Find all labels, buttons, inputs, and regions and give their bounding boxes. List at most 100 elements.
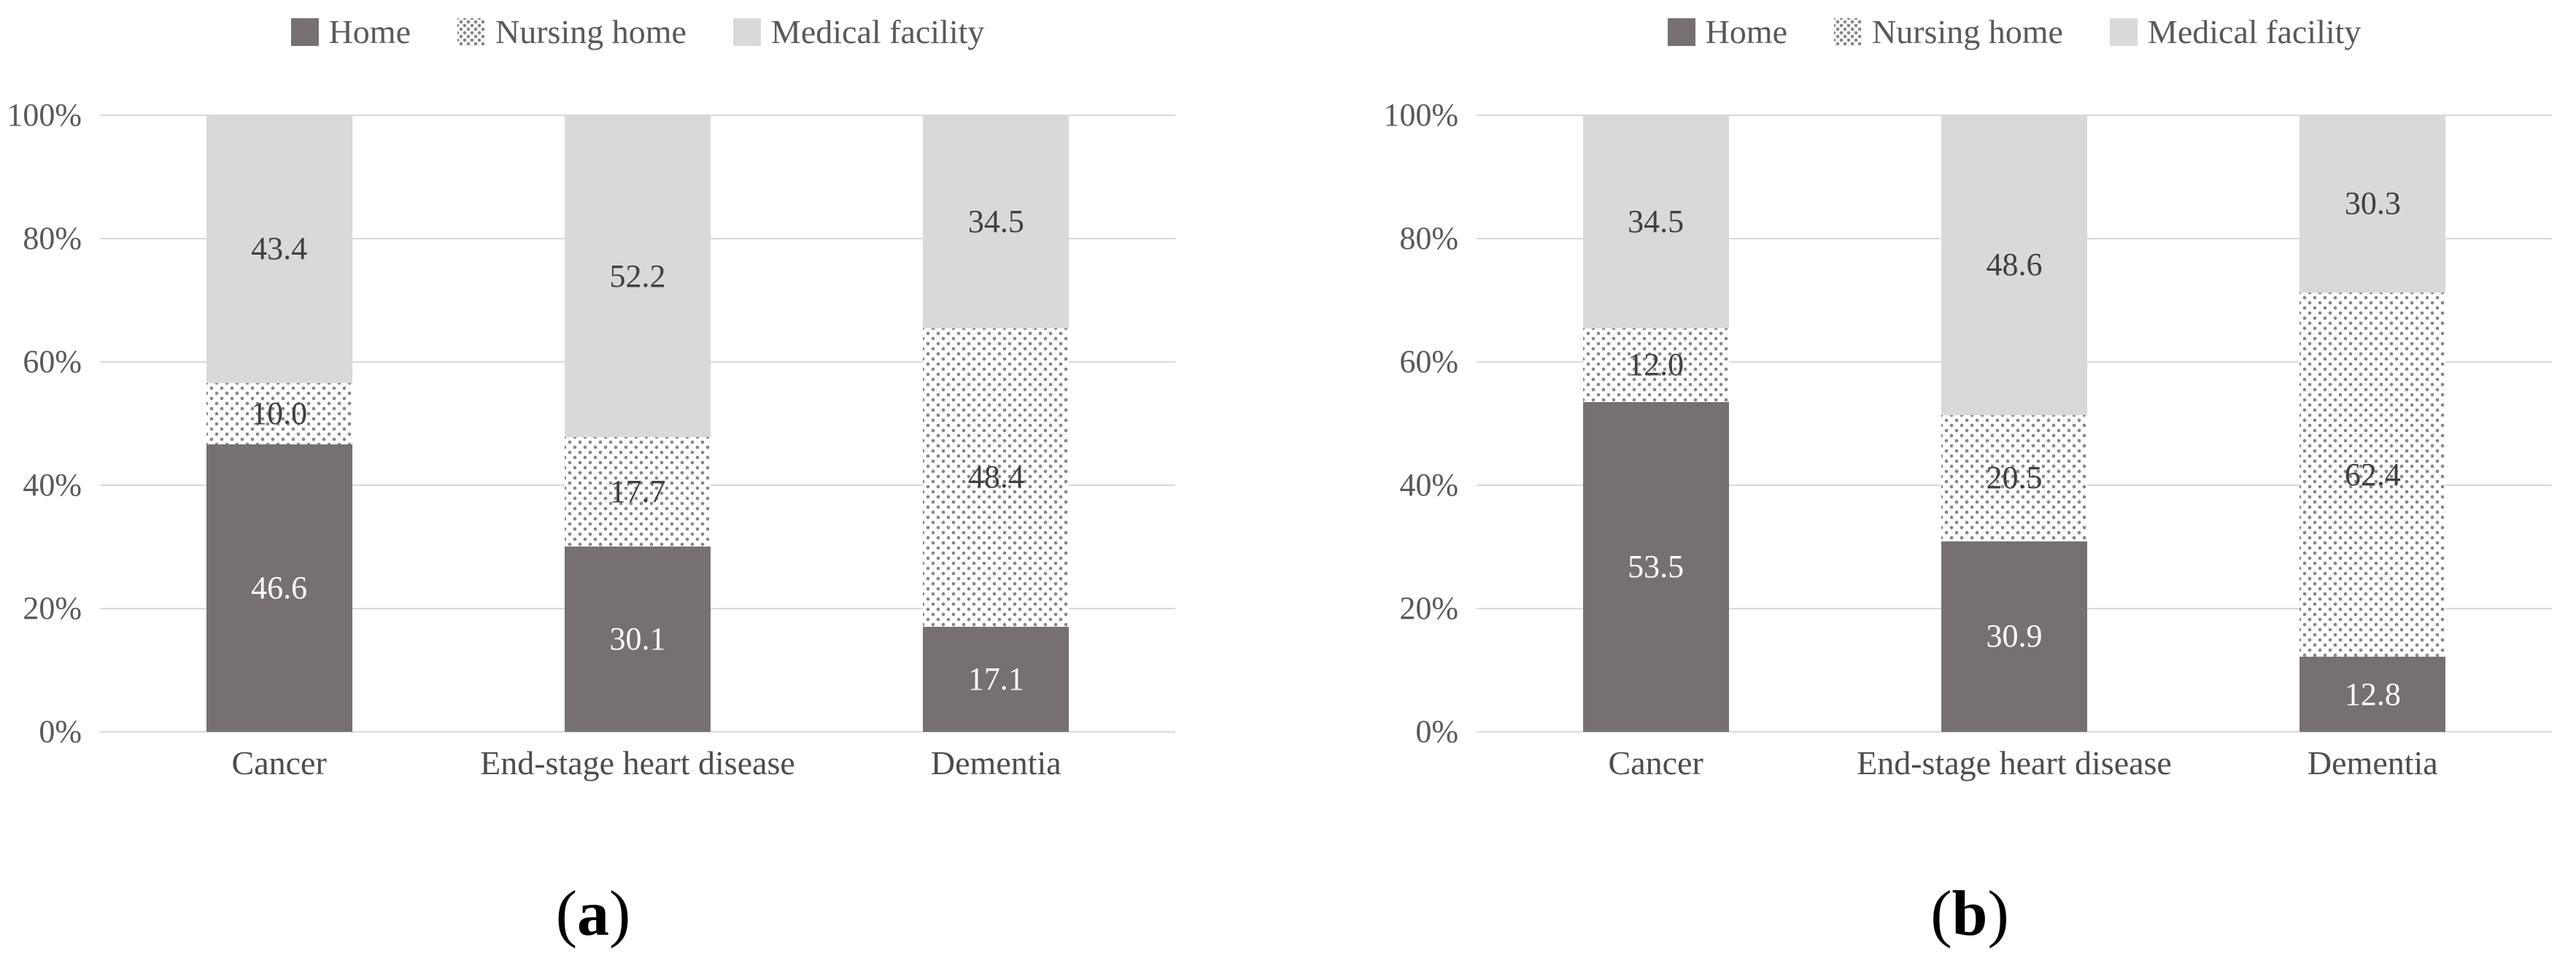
segment-home: 30.1 — [564, 546, 711, 732]
y-axis-ticks: 0% 20% 40% 60% 80% 100% — [1377, 99, 1458, 748]
caption-close-paren: ) — [609, 879, 631, 949]
y-tick-label: 60% — [23, 344, 82, 379]
y-tick-label: 0% — [1415, 714, 1458, 749]
segment-medical-facility: 52.2 — [564, 115, 711, 438]
segment-medical-facility: 34.5 — [923, 115, 1070, 328]
legend-swatch-medical-facility-icon — [2109, 18, 2138, 46]
legend: Home Nursing home Medical facility — [1477, 10, 2552, 54]
x-axis-labels: Cancer End-stage heart disease Dementia — [100, 744, 1175, 782]
bar-dementia: 30.3 62.4 12.8 — [2300, 115, 2446, 732]
y-tick-label: 80% — [23, 220, 82, 256]
value-label: 52.2 — [609, 258, 666, 294]
bar-end-stage-heart-disease: 52.2 17.7 30.1 — [564, 115, 711, 732]
caption-letter: a — [577, 879, 609, 949]
value-label: 12.8 — [2344, 676, 2401, 712]
bar-cancer: 34.5 12.0 53.5 — [1582, 115, 1729, 732]
x-category-label-dementia: Dementia — [930, 744, 1061, 781]
caption-letter: b — [1952, 879, 1988, 949]
gridline — [100, 731, 1175, 733]
bar-slot-end-stage-heart-disease: 48.6 20.5 30.9 — [1835, 115, 2193, 732]
plot-area: 43.4 10.0 46.6 52.2 17.7 30.1 34.5 48.4 17.1 — [100, 115, 1175, 733]
value-label: 10.0 — [251, 395, 308, 431]
y-tick-label: 40% — [1399, 467, 1458, 503]
segment-nursing-home: 17.7 — [564, 437, 711, 547]
value-label: 46.6 — [251, 570, 308, 606]
segment-nursing-home: 20.5 — [1941, 414, 2087, 541]
gridline — [100, 115, 1175, 116]
y-axis-ticks: 0% 20% 40% 60% 80% 100% — [0, 99, 82, 748]
segment-nursing-home: 10.0 — [206, 382, 352, 445]
caption-open-paren: ( — [555, 879, 577, 949]
panel-caption: (a) — [0, 879, 1186, 950]
bar-slot-dementia: 34.5 48.4 17.1 — [817, 115, 1175, 732]
figure-panel-b: Home Nursing home Medical facility 0% 20% 40%… — [1377, 0, 2576, 969]
value-label: 30.3 — [2344, 185, 2401, 222]
value-label: 48.6 — [1986, 247, 2043, 283]
bar-cancer: 43.4 10.0 46.6 — [206, 115, 352, 732]
x-category-label-cancer: Cancer — [231, 744, 327, 781]
segment-medical-facility: 30.3 — [2300, 115, 2446, 293]
segment-nursing-home: 12.0 — [1582, 328, 1729, 402]
segment-medical-facility: 48.6 — [1941, 115, 2087, 415]
caption-open-paren: ( — [1930, 879, 1952, 949]
bar-row: 43.4 10.0 46.6 52.2 17.7 30.1 34.5 48.4 17.1 — [100, 115, 1175, 732]
legend-label: Medical facility — [2147, 13, 2362, 50]
legend-item-home: Home — [1667, 15, 1787, 49]
segment-medical-facility: 34.5 — [1582, 115, 1729, 328]
value-label: 43.4 — [251, 231, 308, 267]
y-tick-label: 0% — [39, 714, 82, 749]
plot-area: 34.5 12.0 53.5 48.6 20.5 30.9 30.3 62.4 12.8 — [1477, 115, 2552, 733]
legend-swatch-medical-facility-icon — [732, 18, 761, 46]
segment-home: 53.5 — [1582, 401, 1729, 732]
bar-slot-cancer: 43.4 10.0 46.6 — [100, 115, 458, 732]
value-label: 17.1 — [967, 660, 1024, 697]
y-tick-label: 100% — [7, 97, 82, 133]
legend-item-nursing-home: Nursing home — [1834, 15, 2063, 49]
figure-panel-a: Home Nursing home Medical facility 0% 20% 40%… — [0, 13, 1186, 950]
y-tick-label: 100% — [1383, 97, 1458, 133]
y-tick-label: 60% — [1399, 344, 1458, 379]
x-category-label-end-stage-heart-disease: End-stage heart disease — [1857, 744, 2172, 781]
segment-home: 12.8 — [2300, 657, 2446, 732]
legend-label: Home — [328, 13, 411, 50]
bar-end-stage-heart-disease: 48.6 20.5 30.9 — [1941, 115, 2087, 732]
legend-item-medical-facility: Medical facility — [732, 13, 985, 50]
y-tick-label: 80% — [1399, 220, 1458, 256]
value-label: 53.5 — [1628, 548, 1685, 584]
bar-row: 34.5 12.0 53.5 48.6 20.5 30.9 30.3 62.4 12.8 — [1477, 115, 2552, 732]
value-label: 48.4 — [967, 459, 1024, 495]
x-axis-labels: Cancer End-stage heart disease Dementia — [1477, 744, 2552, 782]
caption-close-paren: ) — [1987, 879, 2009, 949]
segment-home: 46.6 — [206, 444, 352, 732]
gridline — [1477, 731, 2552, 733]
legend-item-nursing-home: Nursing home — [457, 15, 686, 49]
value-label: 34.5 — [967, 203, 1024, 239]
legend-label: Nursing home — [1872, 13, 2063, 50]
legend-swatch-home-icon — [1667, 18, 1695, 46]
bar-slot-end-stage-heart-disease: 52.2 17.7 30.1 — [458, 115, 816, 732]
gridline — [1477, 115, 2552, 116]
value-label: 17.7 — [609, 473, 666, 509]
value-label: 34.5 — [1628, 203, 1685, 239]
legend-swatch-home-icon — [290, 18, 319, 46]
legend-item-medical-facility: Medical facility — [2109, 13, 2362, 50]
legend-label: Medical facility — [770, 13, 985, 50]
segment-home: 30.9 — [1941, 541, 2087, 732]
segment-nursing-home: 62.4 — [2300, 292, 2446, 657]
x-category-label-cancer: Cancer — [1608, 744, 1703, 781]
panel-caption: (b) — [1377, 879, 2563, 950]
legend-swatch-nursing-home-icon — [457, 18, 485, 46]
x-category-label-dementia: Dementia — [2307, 744, 2438, 781]
legend-item-home: Home — [290, 13, 411, 50]
bar-slot-cancer: 34.5 12.0 53.5 — [1477, 115, 1835, 732]
value-label: 30.9 — [1986, 618, 2043, 655]
segment-medical-facility: 43.4 — [206, 115, 352, 383]
value-label: 30.1 — [609, 620, 666, 657]
segment-nursing-home: 48.4 — [923, 328, 1070, 627]
y-tick-label: 20% — [23, 590, 82, 626]
bar-slot-dementia: 30.3 62.4 12.8 — [2194, 115, 2552, 732]
legend-swatch-nursing-home-icon — [1834, 18, 1862, 46]
value-label: 20.5 — [1986, 460, 2043, 496]
value-label: 12.0 — [1628, 347, 1685, 383]
